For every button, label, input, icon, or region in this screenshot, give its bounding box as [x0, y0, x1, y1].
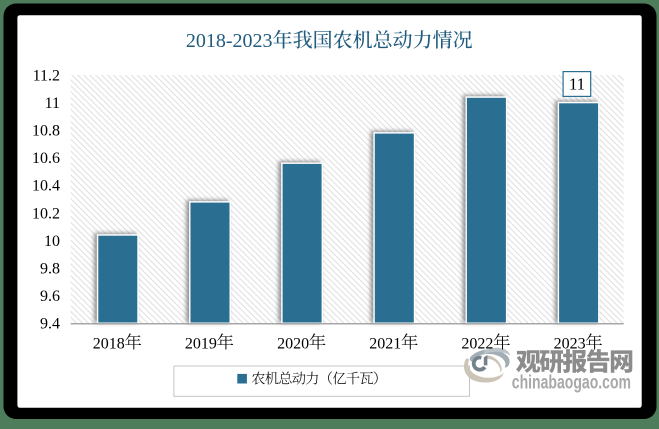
- svg-text:2018-2023: 2018-2023: [186, 30, 273, 52]
- svg-text:10: 10: [44, 233, 60, 250]
- svg-text:11.2: 11.2: [33, 67, 60, 84]
- svg-text:2019: 2019: [185, 335, 217, 352]
- svg-text:2022: 2022: [461, 335, 493, 352]
- svg-text:10.6: 10.6: [32, 150, 60, 167]
- svg-text:9.8: 9.8: [40, 260, 60, 277]
- svg-text:2021: 2021: [369, 335, 401, 352]
- svg-text:10.2: 10.2: [32, 205, 60, 222]
- svg-text:2023: 2023: [554, 335, 586, 352]
- svg-text:11: 11: [45, 95, 60, 112]
- svg-text:2020: 2020: [277, 335, 309, 352]
- svg-text:9.4: 9.4: [40, 316, 60, 333]
- svg-text:9.6: 9.6: [40, 288, 60, 305]
- svg-text:11: 11: [569, 75, 585, 94]
- svg-text:chinabaogao.com: chinabaogao.com: [512, 372, 631, 393]
- svg-text:2018: 2018: [93, 335, 125, 352]
- svg-text:10.4: 10.4: [32, 178, 60, 195]
- svg-text:10.8: 10.8: [32, 123, 60, 140]
